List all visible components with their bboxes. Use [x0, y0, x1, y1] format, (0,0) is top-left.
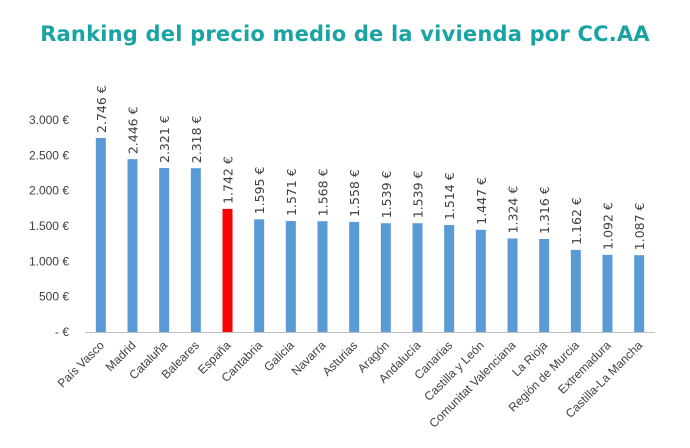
bar	[159, 167, 170, 332]
y-tick-label: 500 €	[39, 290, 69, 304]
data-label: 2.746 €	[94, 85, 109, 133]
data-label: 1.092 €	[601, 202, 616, 250]
y-axis-ticks: - € 500 € 1.000 € 1.500 € 2.000 € 2.500 € 3.00…	[29, 113, 69, 339]
bar	[412, 223, 423, 332]
data-label: 2.321 €	[157, 115, 172, 163]
bar	[634, 255, 645, 332]
y-tick-label: 2.000 €	[29, 184, 69, 198]
data-label: 1.162 €	[569, 197, 584, 245]
bar	[507, 238, 518, 332]
data-label: 1.595 €	[252, 167, 267, 215]
y-tick-label: 1.500 €	[29, 219, 69, 233]
chart-title: Ranking del precio medio de la vivienda …	[40, 22, 650, 46]
data-label: 1.539 €	[411, 170, 426, 218]
y-tick-label: 2.500 €	[29, 148, 69, 162]
category-labels: País VascoMadridCataluñaBalearesEspañaCa…	[55, 338, 646, 431]
y-tick-label: 1.000 €	[29, 254, 69, 268]
bar	[444, 225, 455, 332]
data-labels: 2.746 € 2.446 € 2.321 € 2.318 € 1.742 € 1.595…	[94, 85, 647, 250]
bar	[317, 221, 328, 332]
data-label: 2.318 €	[189, 115, 204, 163]
data-label: 1.514 €	[442, 172, 457, 220]
bars	[95, 137, 645, 332]
data-label: 2.446 €	[126, 106, 141, 154]
data-label: 1.742 €	[221, 156, 236, 204]
bar	[127, 159, 138, 332]
data-label: 1.539 €	[379, 170, 394, 218]
y-tick-label: - €	[55, 325, 69, 339]
data-label: 1.558 €	[347, 169, 362, 217]
bar	[285, 220, 296, 332]
data-label: 1.316 €	[537, 186, 552, 234]
bar	[570, 249, 581, 332]
data-label: 1.571 €	[284, 168, 299, 216]
data-label: 1.568 €	[316, 168, 331, 216]
bar	[539, 239, 550, 332]
bar	[190, 168, 201, 332]
bar	[602, 254, 613, 332]
bar	[254, 219, 265, 332]
data-label: 1.324 €	[506, 186, 521, 234]
bar	[222, 208, 233, 332]
y-tick-label: 3.000 €	[29, 113, 69, 127]
category-label: Asturias	[320, 338, 361, 379]
category-label: País Vasco	[55, 338, 107, 390]
bar	[95, 137, 106, 332]
data-label: 1.087 €	[632, 202, 647, 250]
bar	[475, 229, 486, 332]
data-label: 1.447 €	[474, 177, 489, 225]
bar	[349, 221, 360, 332]
bar	[380, 223, 391, 332]
